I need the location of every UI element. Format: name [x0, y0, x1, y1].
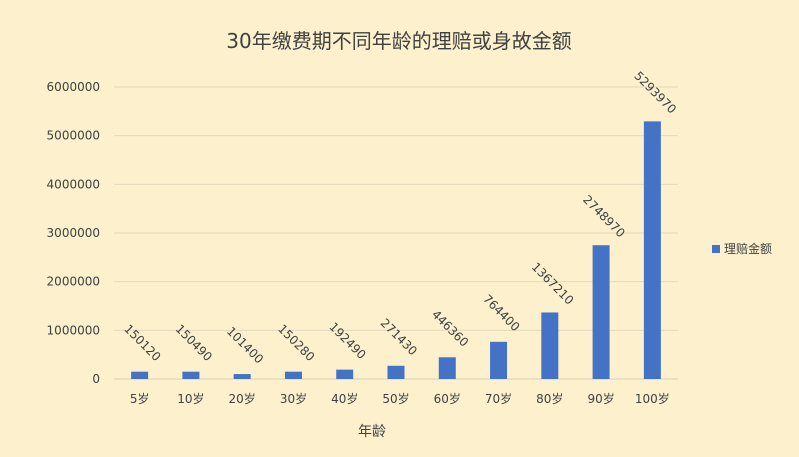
y-axis-ticks: 0 1000000 2000000 3000000 4000000 5000000 6000…: [47, 80, 100, 386]
bar: [541, 312, 559, 379]
x-tick-label: 70岁: [485, 391, 512, 406]
x-tick-label: 80岁: [536, 391, 563, 406]
y-tick-label: 3000000: [47, 226, 100, 240]
y-tick-label: 1000000: [47, 323, 100, 337]
bar: [233, 374, 251, 379]
data-label: 446360: [429, 307, 471, 349]
legend: 理赔金额: [712, 241, 772, 256]
bar: [490, 341, 508, 379]
x-tick-label: 5岁: [130, 391, 150, 406]
data-label: 150490: [173, 322, 215, 364]
x-tick-label: 10岁: [177, 391, 204, 406]
y-tick-label: 6000000: [47, 80, 100, 94]
data-label: 1367210: [529, 260, 577, 308]
y-tick-label: 2000000: [47, 275, 100, 289]
bar: [131, 371, 149, 379]
data-label: 150120: [121, 322, 163, 364]
bar: [643, 121, 661, 379]
data-label: 192490: [326, 320, 368, 362]
gridlines: [114, 86, 678, 380]
data-label: 150280: [275, 322, 317, 364]
x-tick-label: 100岁: [635, 391, 670, 406]
x-tick-label: 30岁: [280, 391, 307, 406]
y-tick-label: 4000000: [47, 177, 100, 191]
y-tick-label: 5000000: [47, 129, 100, 143]
x-tick-label: 50岁: [382, 391, 409, 406]
legend-swatch: [712, 245, 720, 253]
x-axis-categories: 5岁 10岁 20岁 30岁 40岁 50岁 60岁 70岁 80岁 90岁 100岁: [130, 391, 670, 406]
bar: [592, 245, 610, 379]
data-label: 5293970: [631, 69, 679, 117]
bar: [284, 371, 302, 379]
x-tick-label: 20岁: [229, 391, 256, 406]
data-label: 764400: [480, 292, 522, 334]
chart-title: 30年缴费期不同年龄的理赔或身故金额: [226, 29, 571, 53]
bars: [131, 121, 661, 379]
x-axis-title: 年龄: [358, 424, 386, 440]
x-tick-label: 60岁: [434, 391, 461, 406]
legend-label: 理赔金额: [724, 241, 772, 256]
y-tick-label: 0: [92, 372, 100, 386]
x-tick-label: 40岁: [331, 391, 358, 406]
bar: [336, 369, 354, 379]
bar: [387, 365, 405, 379]
bar: [182, 371, 200, 379]
data-label: 271430: [378, 316, 420, 358]
bar: [438, 357, 456, 379]
x-tick-label: 90岁: [587, 391, 614, 406]
